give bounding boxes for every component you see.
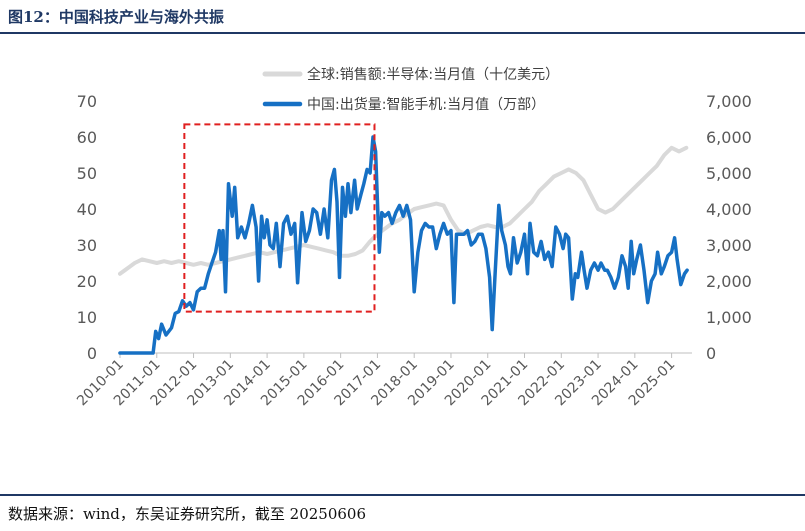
title-rule: [0, 32, 805, 34]
source-rule: [0, 494, 805, 496]
figure-title: 图12：中国科技产业与海外共振: [8, 8, 224, 26]
chart: 0 10 20 30 40 50 60 70 0 1,000 2,000 3,000 4,000 5,00…: [74, 66, 752, 409]
y-right-tick-label: 4,000: [706, 200, 752, 219]
y-right-tick-label: 3,000: [706, 236, 752, 255]
y-left-tick-label: 70: [77, 92, 97, 111]
y-right-tick-label: 7,000: [706, 92, 752, 111]
y-left-tick-label: 40: [77, 200, 97, 219]
y-right-tick-label: 5,000: [706, 164, 752, 183]
y-left-tick-label: 60: [77, 128, 97, 147]
y-left-tick-label: 30: [77, 236, 97, 255]
highlight-box: [183, 123, 376, 313]
legend-label-semiconductor: 全球:销售额:半导体:当月值（十亿美元）: [307, 66, 559, 83]
smartphone-shipments-line: [118, 135, 689, 355]
y-right-tick-label: 0: [706, 344, 716, 363]
y-left-tick-label: 0: [87, 344, 97, 363]
y-right-tick-label: 6,000: [706, 128, 752, 147]
legend-label-smartphone: 中国:出货量:智能手机:当月值（万部）: [307, 96, 545, 113]
y-left-tick-label: 50: [77, 164, 97, 183]
y-right-tick-label: 2,000: [706, 272, 752, 291]
y-right-tick-label: 1,000: [706, 308, 752, 327]
source-note: 数据来源：wind，东吴证券研究所，截至 20250606: [8, 505, 367, 523]
y-left-tick-label: 20: [77, 272, 97, 291]
y-left-tick-label: 10: [77, 308, 97, 327]
